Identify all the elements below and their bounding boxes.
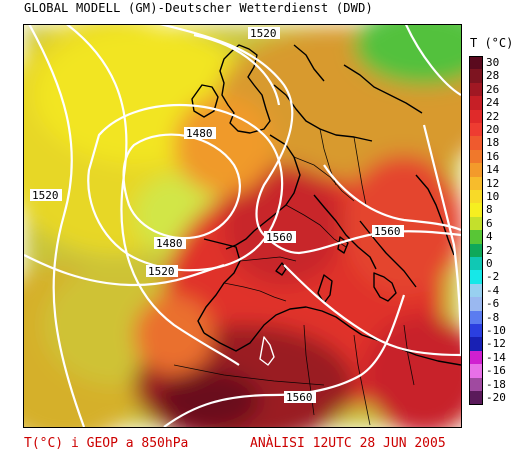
legend-tick-label: -10: [486, 324, 506, 337]
legend-swatch: [469, 350, 483, 365]
legend-tick-label: -6: [486, 297, 500, 311]
legend-tick-label: 22: [486, 109, 500, 123]
temperature-map: 1520 1480 1520 1480 1520 1560 1560 1560: [23, 24, 462, 428]
legend-tick-label: -16: [486, 364, 506, 378]
legend-tick-label: 6: [486, 216, 493, 230]
legend-tick-label: 0: [486, 257, 493, 270]
isoline-labels: 1520 1480 1520 1480 1520 1560 1560 1560: [30, 27, 404, 404]
isoline-label-1520-bottom: 1520: [148, 265, 175, 278]
legend-swatch: [469, 310, 483, 324]
analysis-label: ANÀLISI 12UTC 28 JUN 2005: [250, 436, 446, 451]
variable-label: T(°C) i GEOP a 850hPa: [24, 436, 189, 451]
geopotential-isolines: [24, 25, 461, 427]
legend-tick-label: 26: [486, 82, 500, 96]
legend-swatch: [469, 56, 483, 71]
legend-swatch: [469, 230, 483, 244]
legend-swatch: [469, 297, 483, 311]
country-borders: [173, 128, 415, 426]
legend-tick-label: 30: [486, 56, 500, 69]
legend-tick-label: -20: [486, 391, 506, 404]
legend-tick-label: -18: [486, 377, 506, 391]
legend-swatch: [469, 96, 483, 110]
isoline-label-1560-south: 1560: [286, 391, 313, 404]
legend-tick-label: 28: [486, 69, 500, 83]
legend-swatch: [469, 377, 483, 391]
map-title: GLOBAL MODELL (GM)-Deutscher Wetterdiens…: [24, 1, 373, 15]
legend-swatch: [469, 82, 483, 97]
legend-tick-label: -4: [486, 283, 500, 297]
legend-tick-label: 14: [486, 163, 500, 177]
legend-tick-label: 4: [486, 230, 493, 244]
legend-tick-label: 8: [486, 203, 493, 217]
legend-swatch: [469, 149, 483, 164]
legend-tick-label: 24: [486, 96, 500, 110]
legend-swatch: [469, 163, 483, 177]
legend-swatch: [469, 364, 483, 378]
legend-swatch: [469, 324, 483, 338]
coastlines: [191, 44, 461, 366]
legend-swatch: [469, 190, 483, 204]
legend-swatch: [469, 123, 483, 137]
legend-tick-label: -2: [486, 270, 500, 284]
legend-tick-label: -12: [486, 337, 506, 351]
legend-tick-label: 10: [486, 190, 500, 203]
legend-swatch: [469, 283, 483, 298]
legend-tick-label: 2: [486, 243, 493, 257]
legend-swatch: [469, 257, 483, 271]
isoline-label-1520-top: 1520: [250, 27, 277, 40]
temperature-field: [24, 25, 461, 427]
isoline-label-1560-center: 1560: [266, 231, 293, 244]
legend-unit: T (°C): [470, 36, 514, 50]
legend-swatch: [469, 391, 483, 406]
legend-swatch: [469, 69, 483, 83]
legend-tick-label: 18: [486, 136, 500, 150]
isoline-label-1480-top: 1480: [186, 127, 213, 140]
isoline-label-1560-east: 1560: [374, 225, 401, 238]
legend-tick-label: 20: [486, 123, 500, 136]
legend-tick-label: 12: [486, 176, 500, 190]
legend-swatch: [469, 216, 483, 231]
legend-swatch: [469, 109, 483, 123]
legend-swatch: [469, 136, 483, 150]
legend-swatch: [469, 270, 483, 284]
isoline-label-1480-bottom: 1480: [156, 237, 183, 250]
legend-tick-label: -8: [486, 310, 500, 324]
legend-swatch: [469, 176, 483, 190]
legend-swatch: [469, 203, 483, 217]
isoline-label-1520-left: 1520: [32, 189, 59, 202]
legend-tick-label: 16: [486, 149, 500, 163]
legend-tick-label: -14: [486, 350, 506, 364]
legend-swatch: [469, 337, 483, 351]
legend-swatch: [469, 243, 483, 257]
